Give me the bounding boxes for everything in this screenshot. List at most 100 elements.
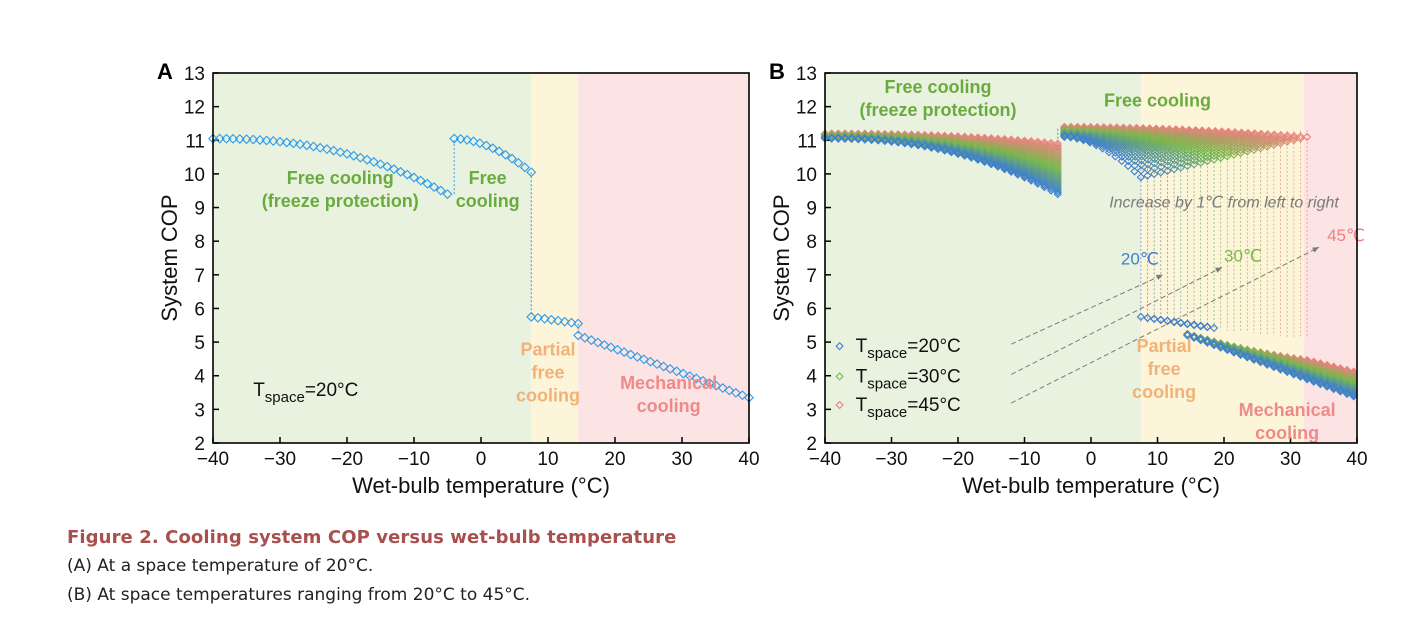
- figure-caption-title: Figure 2. Cooling system COP versus wet-…: [67, 527, 677, 548]
- legend-entry: Tspace=45°C: [856, 395, 961, 421]
- data-point: [1217, 132, 1226, 142]
- data-point: [1112, 132, 1121, 141]
- data-point: [1157, 137, 1167, 146]
- data-point: [1322, 382, 1332, 391]
- region-label: Free cooling: [885, 77, 992, 97]
- data-point: [301, 140, 312, 151]
- y-axis-label: System COP: [769, 194, 794, 321]
- data-point: [1124, 152, 1133, 161]
- data-point: [1137, 160, 1146, 170]
- data-point: [1289, 370, 1298, 379]
- data-point: [1125, 134, 1134, 143]
- y-tick-label: 4: [806, 367, 817, 388]
- data-point: [553, 315, 564, 326]
- data-point: [980, 151, 989, 161]
- data-point: [1329, 380, 1338, 389]
- data-point: [973, 150, 983, 159]
- data-point: [684, 371, 695, 382]
- data-point: [1079, 136, 1088, 145]
- x-tick-label: 30: [671, 449, 692, 470]
- data-point: [652, 359, 662, 370]
- data-point: [1191, 130, 1200, 139]
- data-point: [1164, 144, 1173, 153]
- data-point: [632, 351, 643, 362]
- data-point: [947, 148, 956, 157]
- data-point: [546, 314, 557, 325]
- y-tick-label: 12: [796, 98, 817, 119]
- temp-label: 20℃: [1121, 250, 1159, 269]
- data-point: [1033, 176, 1042, 185]
- data-point: [940, 146, 949, 155]
- data-point: [1342, 389, 1352, 399]
- data-point: [507, 153, 517, 164]
- y-tick-label: 12: [184, 98, 205, 119]
- data-point: [1189, 320, 1199, 330]
- data-point: [1156, 315, 1165, 325]
- data-point: [1230, 132, 1239, 141]
- data-point: [1000, 160, 1009, 169]
- data-point: [355, 152, 366, 163]
- data-point: [1176, 158, 1186, 168]
- data-point: [993, 156, 1003, 166]
- data-point: [1210, 133, 1220, 142]
- data-point: [913, 141, 923, 150]
- region-label: cooling: [1132, 382, 1196, 402]
- data-point: [1197, 135, 1206, 144]
- data-point: [1336, 384, 1345, 393]
- data-point: [1130, 167, 1139, 176]
- data-point: [382, 161, 393, 172]
- data-point: [435, 185, 446, 196]
- data-point: [1256, 139, 1265, 148]
- data-point: [1026, 173, 1036, 182]
- data-point: [1125, 138, 1134, 147]
- figure-caption-b: (B) At space temperatures ranging from 2…: [67, 585, 531, 605]
- region-label: Mechanical: [1239, 400, 1336, 420]
- data-point: [1184, 135, 1193, 144]
- data-point: [1322, 379, 1332, 389]
- data-point: [1196, 154, 1206, 164]
- data-point: [1302, 375, 1312, 384]
- data-point: [1007, 162, 1016, 171]
- data-point: [1296, 134, 1305, 143]
- data-point: [1151, 137, 1160, 147]
- data-point: [967, 149, 976, 158]
- data-point: [1123, 161, 1133, 171]
- data-point: [1156, 168, 1165, 177]
- data-point: [1183, 153, 1192, 163]
- data-point: [1256, 141, 1265, 150]
- arrow-head: [1312, 247, 1320, 253]
- legend-marker: [835, 400, 844, 410]
- data-point: [980, 155, 989, 165]
- data-point: [1046, 148, 1056, 157]
- data-point: [933, 144, 943, 154]
- data-point: [1349, 390, 1358, 399]
- data-point: [1229, 147, 1239, 156]
- data-point: [1302, 132, 1312, 142]
- y-tick-label: 13: [184, 64, 205, 85]
- data-point: [1138, 138, 1147, 147]
- data-point: [228, 133, 239, 144]
- region-label: cooling: [637, 396, 701, 416]
- data-point: [1170, 160, 1179, 169]
- data-point: [665, 363, 676, 374]
- data-point: [1257, 129, 1266, 138]
- data-point: [927, 143, 936, 152]
- data-point: [973, 153, 983, 163]
- data-point: [1118, 134, 1128, 143]
- data-point: [573, 318, 584, 329]
- data-point: [1236, 350, 1245, 360]
- data-point: [1190, 136, 1200, 145]
- data-point: [1189, 160, 1199, 169]
- data-point: [619, 347, 630, 358]
- data-point: [348, 150, 359, 161]
- data-point: [221, 133, 232, 144]
- y-axis-label: System COP: [157, 194, 182, 321]
- data-point: [1046, 173, 1056, 182]
- data-point: [1007, 163, 1016, 173]
- data-point: [1209, 155, 1219, 164]
- data-point: [967, 148, 976, 157]
- data-point: [1322, 381, 1332, 390]
- data-point: [993, 157, 1003, 167]
- x-tick-label: 10: [1147, 449, 1168, 470]
- data-point: [1099, 134, 1108, 144]
